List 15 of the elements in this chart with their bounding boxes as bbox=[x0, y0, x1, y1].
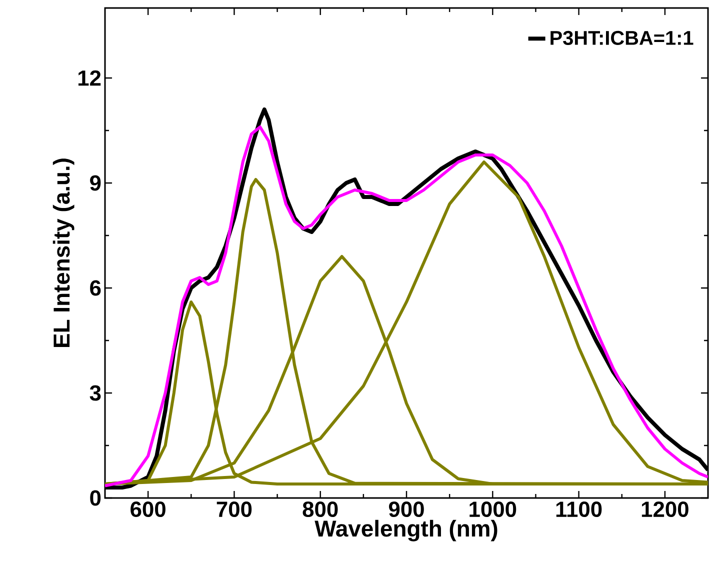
y-tick-label: 6 bbox=[90, 280, 101, 296]
legend-label: P3HT:ICBA=1:1 bbox=[550, 30, 694, 46]
x-tick-label: 1000 bbox=[470, 502, 516, 518]
y-tick-label: 12 bbox=[78, 70, 101, 86]
y-tick-label: 9 bbox=[90, 175, 101, 191]
x-tick-label: 700 bbox=[216, 502, 252, 518]
x-tick-label: 900 bbox=[388, 502, 424, 518]
x-tick-label: 1200 bbox=[642, 502, 688, 518]
x-tick-label: 600 bbox=[130, 502, 166, 518]
y-tick-label: 3 bbox=[90, 385, 101, 401]
x-tick-label: 1100 bbox=[556, 502, 602, 518]
x-axis-title: Wavelength (nm) bbox=[314, 520, 498, 542]
x-tick-label: 800 bbox=[302, 502, 338, 518]
y-tick-label: 0 bbox=[90, 490, 101, 506]
y-axis-title: EL Intensity (a.u.) bbox=[52, 158, 74, 347]
